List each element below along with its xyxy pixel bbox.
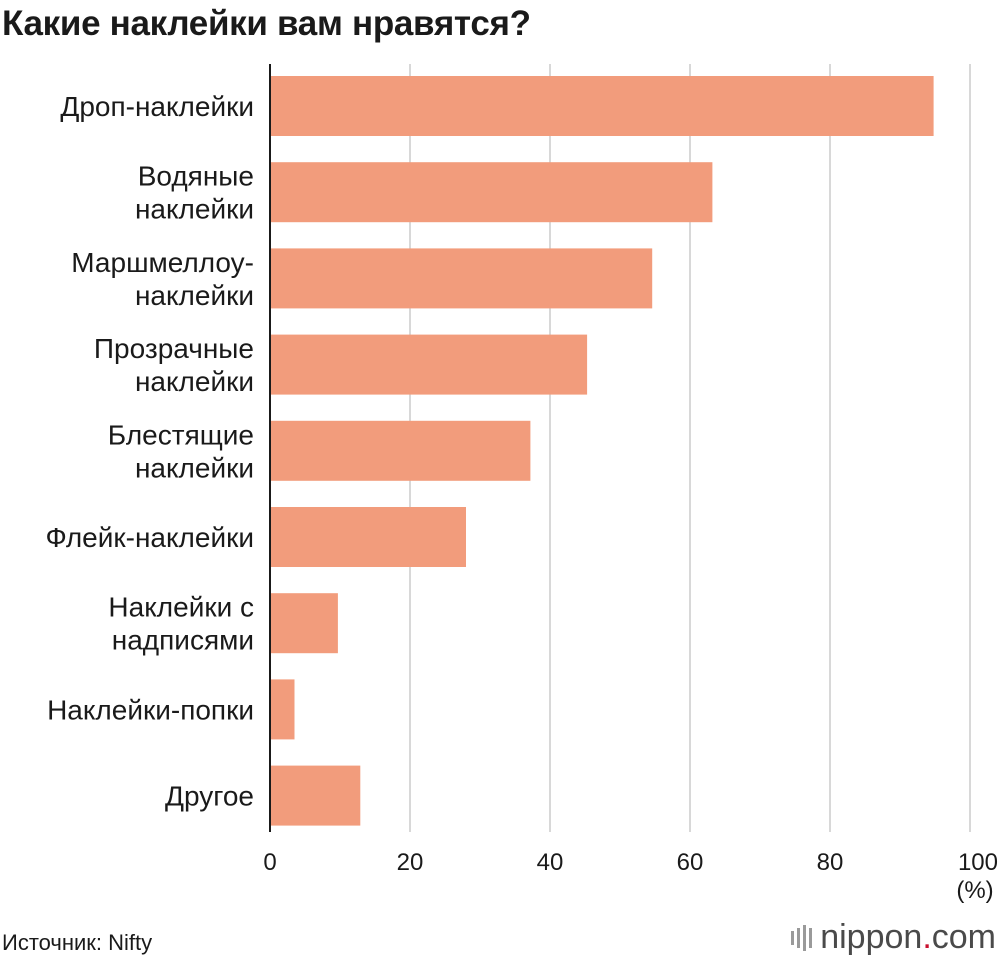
nippon-logo: nippon.com: [791, 918, 996, 957]
unit-label: (%): [956, 877, 993, 904]
category-label: Дроп-наклейки: [60, 91, 254, 122]
bar: [270, 507, 466, 567]
category-label: Прозрачные наклейки: [94, 333, 254, 397]
bar: [270, 76, 934, 136]
bar: [270, 334, 588, 395]
category-label-line: надписями: [112, 625, 254, 656]
category-label: Другое: [165, 781, 254, 812]
bar: [270, 679, 295, 740]
bar: [270, 593, 338, 654]
category-label-line: Дроп-наклейки: [60, 91, 254, 122]
category-label-line: наклейки: [135, 280, 254, 311]
category-label-line: Блестящие: [108, 419, 254, 450]
logo-mark-icon: [791, 924, 813, 951]
x-tick-label: 0: [263, 849, 276, 876]
category-label-line: Водяные: [138, 161, 254, 192]
bar: [270, 765, 361, 826]
category-label: Наклейки-попки: [47, 694, 254, 725]
category-label-line: наклейки: [135, 366, 254, 397]
x-tick-label: 100: [958, 849, 998, 876]
category-label: Маршмеллоу-наклейки: [71, 247, 254, 311]
category-label-line: Прозрачные: [94, 333, 254, 364]
bar: [270, 420, 531, 481]
category-label-line: Маршмеллоу-: [71, 247, 254, 278]
category-label-line: Другое: [165, 781, 254, 812]
bar: [270, 162, 713, 223]
x-tick-label: 40: [537, 849, 564, 876]
category-label: Блестящие наклейки: [108, 419, 254, 483]
category-label: Водяные наклейки: [135, 161, 254, 225]
category-label-line: Флейк-наклейки: [45, 522, 254, 553]
chart-title: Какие наклейки вам нравятся?: [2, 4, 531, 43]
category-label: Наклейки с надписями: [108, 592, 254, 656]
x-tick-label: 80: [817, 849, 844, 876]
x-tick-label: 60: [677, 849, 704, 876]
x-tick-labels: 0 20 40 60 80 100: [263, 849, 998, 876]
category-label-line: Наклейки-попки: [47, 694, 254, 725]
bar: [270, 248, 653, 309]
x-tick-label: 20: [397, 849, 424, 876]
category-label-line: наклейки: [135, 194, 254, 225]
bars: [270, 76, 934, 826]
source-note: Источник: Nifty: [2, 930, 153, 955]
category-label: Флейк-наклейки: [45, 522, 254, 553]
category-label-line: Наклейки с: [108, 592, 254, 623]
logo-text: nippon.com: [820, 918, 996, 956]
category-label-line: наклейки: [135, 452, 254, 483]
